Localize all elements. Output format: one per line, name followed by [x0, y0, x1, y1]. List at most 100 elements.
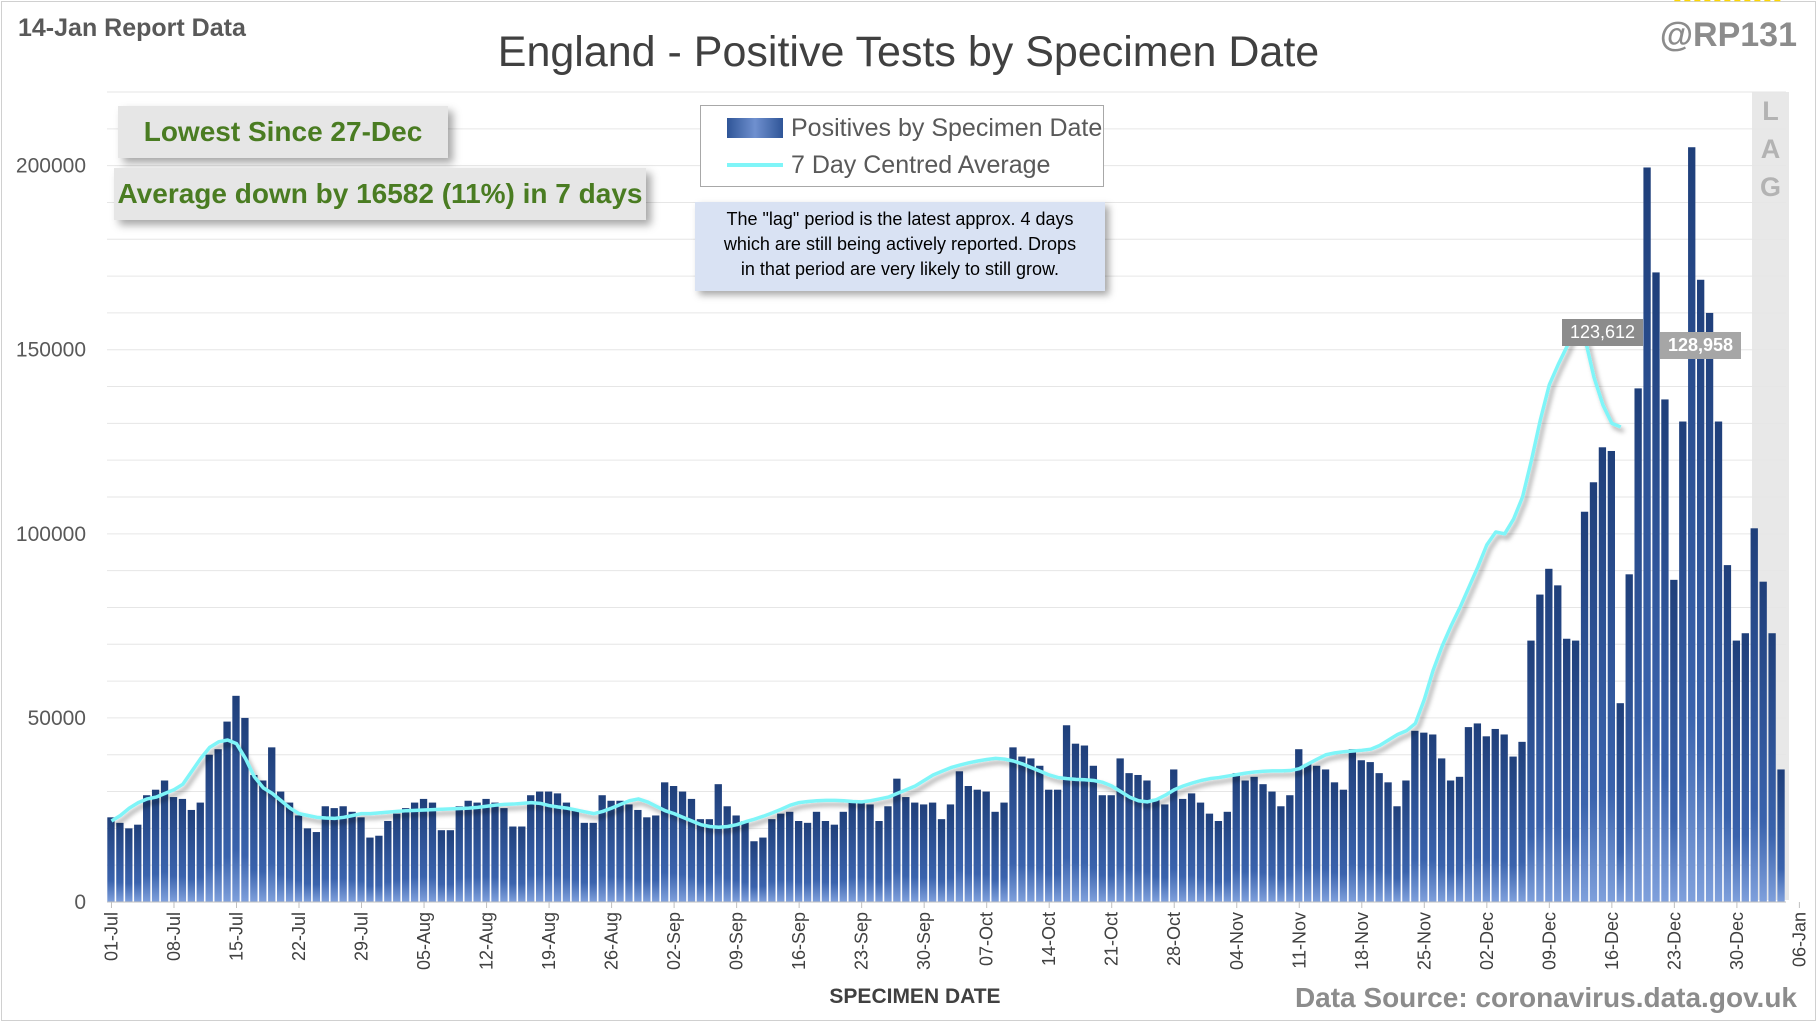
bar-positives — [357, 817, 365, 902]
bar-positives — [1143, 780, 1151, 902]
bar-positives — [1045, 789, 1053, 902]
bar-positives — [857, 800, 865, 902]
bar-positives — [437, 830, 446, 902]
y-axis: 0 50000 100000 150000 200000 — [16, 155, 86, 914]
bar-positives — [1295, 749, 1303, 902]
bar-positives — [1187, 793, 1196, 902]
bar-positives — [134, 824, 142, 902]
bar-positives — [973, 789, 981, 902]
bar-positives — [187, 809, 195, 902]
bar-positives — [509, 826, 517, 902]
bar-positives — [125, 828, 133, 902]
bar-positives — [1768, 633, 1776, 902]
bar-positives — [151, 789, 160, 902]
x-tick-label: 11-Nov — [1289, 912, 1309, 969]
bar-positives — [625, 804, 633, 902]
bar-positives — [1455, 776, 1464, 902]
report-label: 14-Jan Report Data — [18, 14, 246, 42]
bar-positives — [616, 800, 624, 902]
x-tick-label: 23-Sep — [852, 912, 872, 970]
lag-letter-l: L — [1762, 96, 1779, 126]
bar-positives — [1062, 725, 1071, 902]
bar-positives — [348, 811, 356, 902]
bar-positives — [1411, 730, 1419, 902]
x-tick-label: 22-Jul — [289, 912, 309, 961]
bar-positives — [446, 830, 454, 902]
bar-positives — [1491, 728, 1499, 902]
author-handle: @RP131 — [1659, 16, 1797, 54]
bar-positives — [750, 841, 758, 902]
bar-positives — [562, 802, 571, 902]
bar-positives — [946, 804, 955, 902]
bar-positives — [786, 811, 794, 902]
bar-positives — [741, 821, 749, 902]
bar-positives — [402, 808, 410, 902]
bar-positives — [491, 802, 499, 902]
lag-letter-a: A — [1760, 134, 1781, 164]
bar-positives — [1518, 741, 1526, 902]
x-tick-label: 28-Oct — [1164, 912, 1184, 966]
lowest-since-text: Lowest Since 27-Dec — [143, 116, 423, 147]
bar-positives — [1554, 585, 1562, 902]
bar-positives — [866, 804, 874, 902]
bar-positives — [1170, 769, 1178, 902]
bar-positives — [1598, 447, 1607, 902]
bar-positives — [1348, 749, 1357, 902]
bar-positives — [1545, 568, 1553, 902]
bar-positives — [1232, 773, 1240, 902]
x-tick-label: 23-Dec — [1664, 912, 1684, 970]
bar-positives — [1473, 723, 1482, 902]
bar-positives — [259, 780, 267, 902]
bar-positives — [1205, 813, 1214, 902]
x-tick-label: 04-Nov — [1227, 912, 1247, 970]
bar-positives — [464, 800, 472, 902]
bar-positives — [250, 774, 258, 902]
bar-positives — [1634, 388, 1642, 902]
bar-positives — [964, 786, 972, 902]
average-change-callout: Average down by 16582 (11%) in 7 days — [114, 168, 646, 220]
bar-positives — [902, 797, 910, 902]
bar-positives — [696, 819, 705, 902]
bar-positives — [178, 798, 187, 902]
bar-positives — [1107, 795, 1115, 902]
x-tick-label: 16-Sep — [789, 912, 809, 970]
bar-positives — [169, 797, 178, 902]
bar-positives — [982, 791, 990, 902]
x-tick-label: 25-Nov — [1414, 912, 1434, 970]
bar-positives — [303, 828, 312, 902]
bar-positives — [1223, 811, 1231, 902]
bar-positives — [294, 815, 303, 902]
bar-positives — [1393, 806, 1401, 902]
bar-positives — [1312, 765, 1321, 902]
data-source: Data Source: coronavirus.data.gov.uk — [1294, 982, 1797, 1013]
legend-item-average: 7 Day Centred Average — [727, 148, 1050, 182]
bar-positives — [1027, 758, 1035, 902]
bar-positives — [160, 780, 169, 902]
bar-positives — [1357, 760, 1365, 902]
bar-positives — [875, 821, 883, 902]
bar-positives — [518, 826, 526, 902]
bar-positives — [1714, 421, 1723, 902]
x-tick-label: 05-Aug — [414, 912, 434, 970]
legend-average-label: 7 Day Centred Average — [791, 150, 1051, 179]
bar-positives — [669, 786, 678, 902]
bar-positives — [1705, 312, 1714, 902]
bar-positives — [1446, 780, 1455, 902]
bar-positives — [1161, 804, 1169, 902]
x-tick-label: 18-Nov — [1352, 912, 1372, 970]
bar-positives — [1089, 765, 1098, 902]
bar-positives — [652, 815, 660, 902]
bar-positives — [116, 822, 124, 902]
x-tick-label: 21-Oct — [1102, 912, 1122, 966]
average-line-series — [110, 322, 1622, 830]
bar-positives — [732, 815, 740, 902]
y-tick-label: 100000 — [16, 523, 86, 546]
bar-positives — [687, 798, 696, 902]
bar-positives — [205, 754, 213, 902]
bar-positives — [1152, 798, 1160, 902]
bar-positives — [1125, 773, 1133, 902]
bar-positives — [1500, 734, 1508, 902]
bar-positives — [589, 822, 597, 902]
bar-positives — [544, 791, 553, 902]
average-change-text: Average down by 16582 (11%) in 7 days — [117, 178, 643, 209]
